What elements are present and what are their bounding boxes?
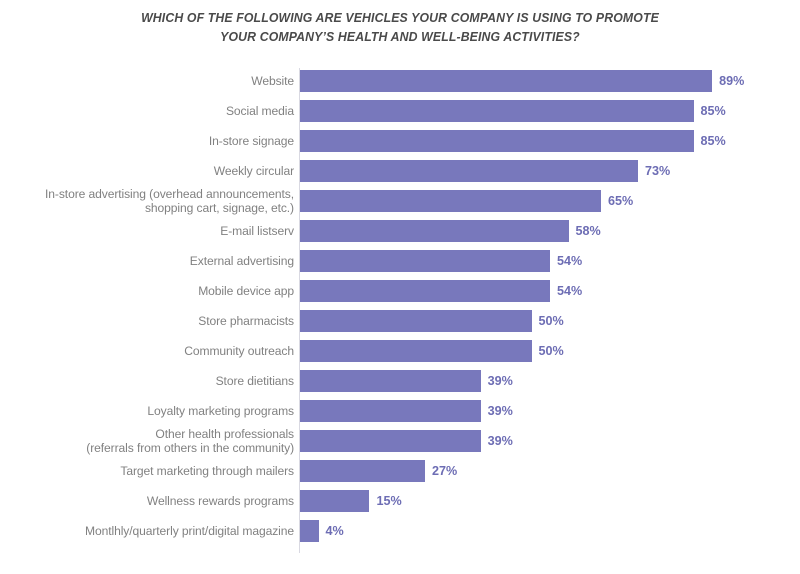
bar-row: In-store signage 85% [0,126,800,156]
bar-value-label: 39% [487,374,513,388]
bar-row: Store pharmacists 50% [0,306,800,336]
bar-row: Loyalty marketing programs 39% [0,396,800,426]
bar-row: Mobile device app 54% [0,276,800,306]
bar-category-label: External advertising [189,253,294,268]
bar-category-label: Loyalty marketing programs [147,403,294,418]
bar-row: Community outreach 50% [0,336,800,366]
bar-fill [300,130,694,152]
bar-track: 27% [300,460,800,482]
bar-track: 54% [300,280,800,302]
bar-track: 85% [300,100,800,122]
bar-fill [300,100,694,122]
bar-row: In-store advertising (overhead announcem… [0,186,800,216]
bar-fill [300,430,481,452]
bar-fill [300,520,319,542]
bar-track: 73% [300,160,800,182]
bar-value-label: 85% [700,134,726,148]
bar-category-label: E-mail listserv [220,223,294,238]
bar-category-label: Weekly circular [213,163,294,178]
bar-fill [300,400,481,422]
plot-area: Website 89% Social media 85% In-store signag… [0,66,800,558]
bar-category-label: Community outreach [184,343,294,358]
bar-category-label: Social media [225,103,294,118]
chart-title: WHICH OF THE FOLLOWING ARE VEHICLES YOUR… [141,10,659,44]
bar-fill [300,280,551,302]
bar-category-label: In-store advertising (overhead announcem… [45,186,294,215]
bar-fill [300,190,601,212]
bar-value-label: 50% [538,344,564,358]
bar-value-label: 89% [719,74,745,88]
bar-track: 85% [300,130,800,152]
bar-track: 65% [300,190,800,212]
bar-value-label: 54% [557,254,583,268]
bar-fill [300,160,638,182]
bar-value-label: 39% [487,434,513,448]
bar-track: 50% [300,340,800,362]
bar-value-label: 4% [325,524,344,538]
bar-category-label: Mobile device app [198,283,294,298]
bar-category-label: In-store signage [208,133,294,148]
bar-track: 4% [300,520,800,542]
bar-fill [300,250,551,272]
bar-fill [300,490,370,512]
y-axis-line [299,68,300,553]
bar-track: 15% [300,490,800,512]
bar-track: 54% [300,250,800,272]
bar-category-label: Montlhly/quarterly print/digital magazin… [85,523,294,538]
bar-value-label: 50% [538,314,564,328]
bar-row: Other health professionals (referrals fr… [0,426,800,456]
bar-row: Social media 85% [0,96,800,126]
bar-category-label: Wellness rewards programs [146,493,294,508]
bar-track: 39% [300,370,800,392]
bar-fill [300,310,532,332]
bar-track: 89% [300,70,800,92]
bar-row: Wellness rewards programs 15% [0,486,800,516]
bar-row: Website 89% [0,66,800,96]
bar-value-label: 27% [432,464,458,478]
bar-category-label: Other health professionals (referrals fr… [86,426,294,455]
bar-category-label: Website [251,73,294,88]
bar-row: Montlhly/quarterly print/digital magazin… [0,516,800,546]
bar-track: 50% [300,310,800,332]
bar-value-label: 15% [376,494,402,508]
bar-fill [300,220,569,242]
bar-fill [300,370,481,392]
bar-row: External advertising 54% [0,246,800,276]
bar-row: Store dietitians 39% [0,366,800,396]
bar-category-label: Store dietitians [215,373,295,388]
bar-value-label: 54% [557,284,583,298]
bar-track: 58% [300,220,800,242]
bar-track: 39% [300,430,800,452]
bar-fill [300,460,425,482]
bar-value-label: 39% [487,404,513,418]
bar-category-label: Target marketing through mailers [120,463,294,478]
bar-row: Weekly circular 73% [0,156,800,186]
bar-value-label: 58% [575,224,601,238]
bar-fill [300,340,532,362]
bar-category-label: Store pharmacists [198,313,294,328]
bar-value-label: 65% [607,194,634,208]
bar-row: Target marketing through mailers 27% [0,456,800,486]
bar-track: 39% [300,400,800,422]
bar-value-label: 73% [644,164,671,178]
bar-value-label: 85% [700,104,726,118]
bar-row: E-mail listserv 58% [0,216,800,246]
bar-fill [300,70,713,92]
